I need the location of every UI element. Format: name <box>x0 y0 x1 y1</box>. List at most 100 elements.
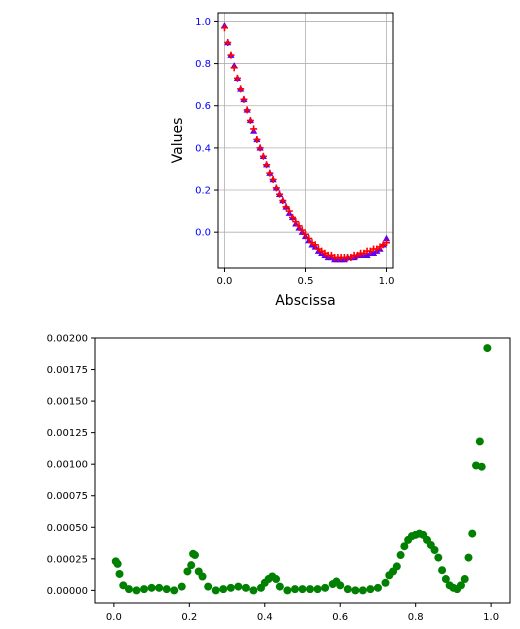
plus-data-point <box>237 85 245 93</box>
plus-data-point <box>282 203 290 211</box>
circle-data-point <box>366 585 375 594</box>
bottom-chart: 0.0 0.2 0.4 0.6 0.8 1.0 0.00000 0.00025 0.00050 0… <box>47 334 511 624</box>
plus-data-point <box>253 135 261 143</box>
circle-data-point <box>400 542 409 551</box>
bottom-chart-marks <box>111 344 492 595</box>
bottom-plot-frame <box>94 337 511 604</box>
circle-data-point <box>373 583 382 592</box>
circle-data-point <box>456 581 465 590</box>
triangle-data-point <box>369 249 378 256</box>
plus-data-point <box>305 234 313 242</box>
circle-data-point <box>434 553 443 562</box>
circle-data-point <box>198 572 207 581</box>
circle-data-point <box>351 586 360 595</box>
circle-data-point <box>272 575 281 584</box>
circle-data-point <box>204 582 213 591</box>
circle-data-point <box>249 586 258 595</box>
plus-data-point <box>256 144 264 152</box>
plus-data-point <box>224 39 232 47</box>
circle-data-point <box>396 551 405 560</box>
top-chart: 0.0 0.5 1.0 0.0 0.2 0.4 0.6 0.8 1.0 Abscissa Val… <box>170 12 394 309</box>
top-x-tick-label: 1.0 <box>379 276 395 287</box>
circle-data-point <box>358 586 367 595</box>
top-y-tick-label: 0.0 <box>195 228 211 239</box>
circle-data-point <box>155 583 164 592</box>
circle-data-point <box>219 585 228 594</box>
plus-data-point <box>233 74 241 82</box>
bottom-x-tick-label: 0.6 <box>332 612 348 623</box>
circle-data-point <box>170 586 179 595</box>
plus-data-point <box>383 239 391 247</box>
top-axes: 0.0 0.5 1.0 0.0 0.2 0.4 0.6 0.8 1.0 <box>195 17 394 287</box>
top-y-tick-label: 1.0 <box>195 17 211 28</box>
plus-data-point <box>266 169 274 177</box>
top-y-tick-label: 0.2 <box>195 186 211 197</box>
plus-data-point <box>269 175 277 183</box>
circle-data-point <box>343 585 352 594</box>
plus-data-point <box>240 95 248 103</box>
circle-data-point <box>283 586 292 595</box>
circle-data-point <box>468 529 477 538</box>
plus-data-point <box>272 184 280 192</box>
bottom-x-tick-label: 1.0 <box>483 612 499 623</box>
plus-data-point <box>227 51 235 59</box>
plus-data-point <box>285 207 293 215</box>
circle-data-point <box>177 582 186 591</box>
triangle-data-point <box>363 251 371 259</box>
circle-data-point <box>477 462 486 471</box>
plus-data-point <box>246 116 254 124</box>
bottom-y-tick-label: 0.00100 <box>47 460 88 471</box>
top-grid <box>218 13 393 268</box>
plus-data-point <box>295 222 303 230</box>
circle-data-point <box>187 561 196 570</box>
circle-data-point <box>275 582 284 591</box>
top-x-axis-label: Abscissa <box>275 293 336 309</box>
bottom-x-tick-label: 0.0 <box>106 612 122 623</box>
circle-data-point <box>298 585 307 594</box>
plus-data-point <box>220 24 228 32</box>
circle-data-point <box>132 586 141 595</box>
circle-data-point <box>336 581 345 590</box>
top-chart-marks <box>220 22 391 263</box>
top-y-axis-label: Values <box>170 118 186 164</box>
bottom-axes: 0.0 0.2 0.4 0.6 0.8 1.0 0.00000 0.00025 0.00050 0… <box>47 334 499 624</box>
circle-data-point <box>234 582 243 591</box>
plus-data-point <box>298 226 306 234</box>
bottom-x-tick-label: 0.2 <box>181 612 197 623</box>
plus-data-point <box>243 106 251 114</box>
circle-data-point <box>147 583 156 592</box>
top-y-tick-label: 0.6 <box>195 101 211 112</box>
circle-data-point <box>392 562 401 571</box>
bottom-y-tick-label: 0.00025 <box>47 554 88 565</box>
circle-data-point <box>241 583 250 592</box>
top-y-tick-label: 0.8 <box>195 59 211 70</box>
circle-data-point <box>475 437 484 446</box>
bottom-y-tick-label: 0.00075 <box>47 491 88 502</box>
bottom-y-tick-label: 0.00175 <box>47 365 88 376</box>
triangle-data-point <box>382 234 391 242</box>
circle-data-point <box>211 586 220 595</box>
plus-data-point <box>289 213 297 221</box>
bottom-y-tick-label: 0.00000 <box>47 586 88 597</box>
circle-data-point <box>313 585 322 594</box>
bottom-y-tick-label: 0.00050 <box>47 523 88 534</box>
bottom-y-tick-label: 0.00200 <box>47 334 88 345</box>
circle-data-point <box>306 585 315 594</box>
plus-data-point <box>259 152 267 160</box>
circle-data-point <box>119 581 128 590</box>
circle-data-point <box>464 553 473 562</box>
plus-data-point <box>279 197 287 205</box>
circle-data-point <box>113 559 122 568</box>
circle-data-point <box>226 583 235 592</box>
plus-data-point <box>302 230 309 238</box>
plus-data-point <box>311 241 319 249</box>
circle-data-point <box>441 575 450 584</box>
top-x-tick-label: 0.0 <box>217 276 233 287</box>
circle-data-point <box>140 585 149 594</box>
circle-data-point <box>290 585 299 594</box>
bottom-x-tick-label: 0.4 <box>257 612 273 623</box>
circle-data-point <box>460 575 469 584</box>
circle-data-point <box>438 566 447 575</box>
plus-data-point <box>250 125 258 133</box>
